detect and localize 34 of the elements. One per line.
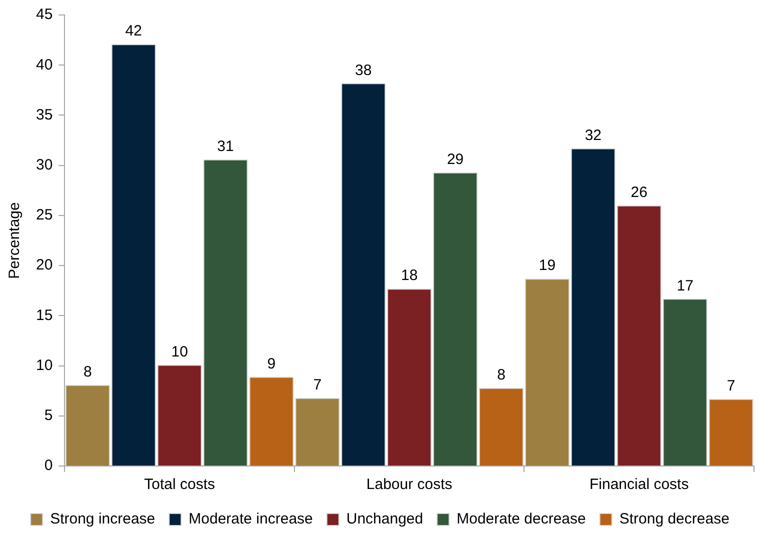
x-tick-label: Labour costs [366, 476, 452, 494]
data-label: 8 [83, 363, 92, 380]
data-label: 29 [446, 150, 464, 168]
data-label: 19 [538, 257, 556, 274]
data-label: 9 [267, 355, 276, 372]
data-label: 8 [497, 366, 506, 384]
y-tick-label: 15 [36, 306, 53, 324]
legend-label: Unchanged [346, 510, 424, 528]
data-label: 32 [584, 126, 602, 144]
y-tick-label: 10 [36, 356, 53, 374]
x-tick-label: Total costs [144, 476, 216, 494]
data-label: 10 [171, 343, 188, 360]
y-tick-label: 35 [36, 106, 53, 124]
y-tick-label: 45 [36, 6, 53, 24]
y-tick-label: 40 [36, 56, 53, 74]
legend-label: Moderate decrease [456, 510, 586, 528]
legend-label: Strong decrease [619, 510, 730, 528]
data-label: 17 [676, 277, 694, 294]
y-axis-title: Percentage [6, 202, 24, 279]
y-tick-label: 25 [36, 206, 53, 224]
y-tick-label: 5 [44, 407, 53, 424]
data-label: 26 [630, 184, 648, 202]
legend-label: Moderate increase [188, 510, 313, 528]
y-tick-label: 20 [36, 256, 53, 274]
data-label: 7 [726, 377, 736, 394]
data-label: 31 [217, 138, 234, 155]
data-label: 38 [355, 62, 372, 79]
data-label: 42 [125, 22, 142, 40]
legend-label: Strong increase [50, 510, 156, 528]
data-label: 18 [401, 267, 418, 284]
y-tick-label: 30 [36, 156, 53, 174]
x-tick-label: Financial costs [590, 476, 689, 494]
y-tick-label: 0 [44, 457, 53, 474]
data-label: 7 [313, 376, 322, 394]
